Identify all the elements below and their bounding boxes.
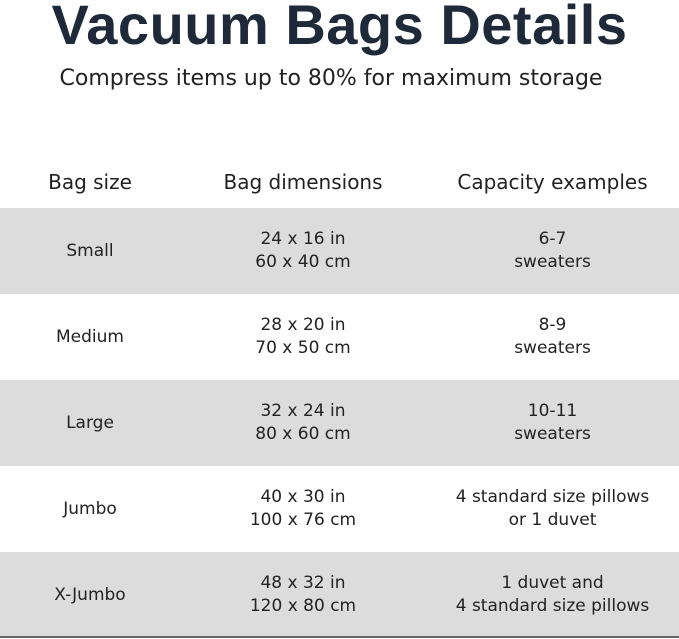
dimensions-cm: 60 x 40 cm xyxy=(255,252,351,272)
cell-size: Small xyxy=(0,208,180,294)
table-row: Large 32 x 24 in 80 x 60 cm 10-11 sweaters xyxy=(0,380,679,466)
cell-dimensions: 40 x 30 in 100 x 76 cm xyxy=(203,466,403,552)
cell-dimensions: 28 x 20 in 70 x 50 cm xyxy=(203,294,403,380)
table-row: Small 24 x 16 in 60 x 40 cm 6-7 sweaters xyxy=(0,208,679,294)
bottom-divider xyxy=(0,636,679,638)
cell-capacity: 8-9 sweaters xyxy=(440,294,665,380)
cell-capacity: 1 duvet and 4 standard size pillows xyxy=(440,552,665,638)
capacity-line-2: or 1 duvet xyxy=(508,510,597,530)
dimensions-cm: 120 x 80 cm xyxy=(249,596,357,616)
dimensions-cm: 100 x 76 cm xyxy=(249,510,357,530)
bag-size: X-Jumbo xyxy=(54,584,126,605)
cell-dimensions: 32 x 24 in 80 x 60 cm xyxy=(203,380,403,466)
dimensions-in: 24 x 16 in xyxy=(260,229,346,249)
capacity-line-1: 8-9 xyxy=(538,315,567,335)
bag-size: Medium xyxy=(56,326,124,347)
dimensions-in: 40 x 30 in xyxy=(260,487,346,507)
table-row: X-Jumbo 48 x 32 in 120 x 80 cm 1 duvet an… xyxy=(0,552,679,638)
cell-size: Large xyxy=(0,380,180,466)
cell-capacity: 4 standard size pillows or 1 duvet xyxy=(440,466,665,552)
dimensions-in: 48 x 32 in xyxy=(260,573,346,593)
bag-size: Small xyxy=(66,240,114,261)
cell-size: Jumbo xyxy=(0,466,180,552)
cell-dimensions: 24 x 16 in 60 x 40 cm xyxy=(203,208,403,294)
capacity-line-1: 10-11 xyxy=(527,401,578,421)
bag-size: Jumbo xyxy=(63,498,117,519)
capacity-line-1: 6-7 xyxy=(538,229,567,249)
capacity-line-2: sweaters xyxy=(514,252,591,272)
page-title: Vacuum Bags Details xyxy=(51,0,628,56)
cell-dimensions: 48 x 32 in 120 x 80 cm xyxy=(203,552,403,638)
cell-size: X-Jumbo xyxy=(0,552,180,638)
dimensions-cm: 80 x 60 cm xyxy=(255,424,351,444)
capacity-line-1: 4 standard size pillows xyxy=(455,487,650,507)
dimensions-in: 32 x 24 in xyxy=(260,401,346,421)
subtitle: Compress items up to 80% for maximum sto… xyxy=(59,66,603,91)
dimensions-in: 28 x 20 in xyxy=(260,315,346,335)
capacity-line-2: sweaters xyxy=(514,338,591,358)
cell-capacity: 6-7 sweaters xyxy=(440,208,665,294)
table-row: Jumbo 40 x 30 in 100 x 76 cm 4 standard s… xyxy=(0,466,679,552)
bag-size: Large xyxy=(66,412,114,433)
cell-size: Medium xyxy=(0,294,180,380)
dimensions-cm: 70 x 50 cm xyxy=(255,338,351,358)
capacity-line-2: sweaters xyxy=(514,424,591,444)
header-capacity: Capacity examples xyxy=(457,170,648,194)
header-bag-dimensions: Bag dimensions xyxy=(223,170,383,194)
capacity-line-2: 4 standard size pillows xyxy=(455,596,650,616)
header-bag-size: Bag size xyxy=(48,170,132,194)
cell-capacity: 10-11 sweaters xyxy=(440,380,665,466)
capacity-line-1: 1 duvet and xyxy=(501,573,604,593)
table-row: Medium 28 x 20 in 70 x 50 cm 8-9 sweaters xyxy=(0,294,679,380)
